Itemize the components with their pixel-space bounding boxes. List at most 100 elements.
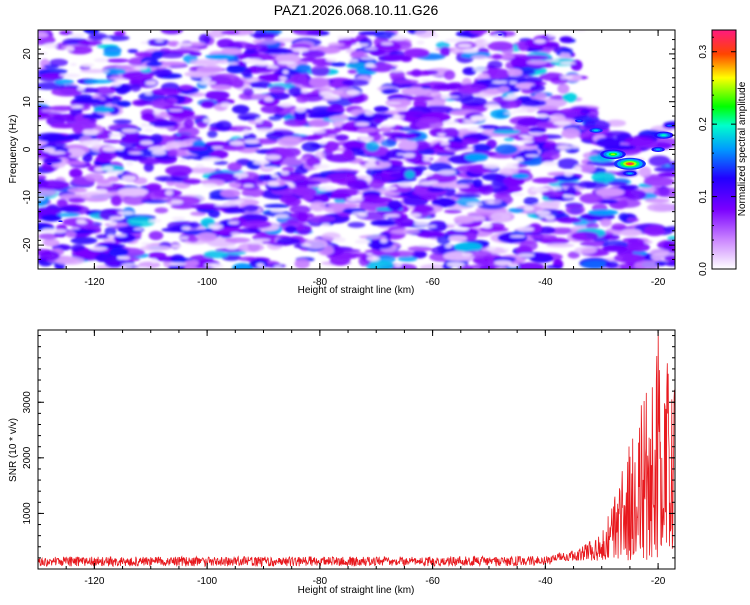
- spectrogram-cell: [80, 69, 110, 74]
- spectrogram-cell: [380, 42, 394, 46]
- spectrogram-hotspot: [613, 157, 646, 170]
- spectrogram-cell: [245, 44, 259, 49]
- spectrogram-cell: [38, 195, 45, 200]
- spectrogram-cell: [398, 182, 414, 188]
- spectrogram-cell: [151, 88, 182, 96]
- spectrogram-cell: [69, 168, 83, 179]
- spectrogram-hotspot: [623, 170, 637, 176]
- spectrogram-cell: [487, 41, 514, 51]
- spectrogram-cell: [564, 171, 573, 177]
- spectrogram-cell: [230, 232, 240, 236]
- spectrogram-cell: [440, 141, 450, 146]
- spectrogram-cell: [393, 79, 419, 84]
- spectrogram-cell: [387, 200, 403, 212]
- spectrogram-cell: [553, 174, 581, 182]
- spectrogram-cell: [70, 120, 97, 130]
- spectrogram-cell: [461, 252, 473, 257]
- spectrogram-cell: [38, 105, 52, 110]
- spectrogram-cell: [443, 209, 462, 214]
- spectrogram-cell: [546, 243, 575, 248]
- spectrogram-cell: [215, 248, 244, 253]
- spectrogram-cell: [278, 173, 307, 182]
- spectrogram-cell: [614, 198, 641, 208]
- spectrogram-cell: [38, 188, 57, 197]
- spectrogram-cell: [444, 184, 470, 189]
- spectrogram-cell: [536, 121, 559, 129]
- snr-background: [38, 330, 675, 569]
- spectrogram-cell: [429, 128, 443, 135]
- spectrogram-cell: [90, 246, 108, 251]
- spectrogram-cell: [354, 93, 369, 103]
- spectrogram-cell: [127, 216, 156, 227]
- spectrogram-cell: [195, 164, 204, 169]
- spectrogram-cell: [106, 170, 123, 175]
- spectrogram-cell: [366, 255, 380, 262]
- spectrogram-cell: [586, 160, 600, 166]
- spectrogram-cell: [334, 134, 349, 141]
- spectrogram-cell: [425, 225, 437, 228]
- spectrogram-cell: [384, 186, 398, 191]
- spectrogram-cell: [446, 222, 463, 226]
- spectrogram-cell: [360, 57, 377, 60]
- spectrogram-cell: [149, 133, 163, 145]
- spectrogram-cell: [516, 226, 535, 232]
- spectrogram-cell: [471, 54, 488, 60]
- spectrogram-cell: [40, 73, 66, 79]
- spectrogram-cell: [102, 139, 122, 144]
- spectrogram-cell: [428, 180, 439, 184]
- spectrogram-cell: [294, 167, 308, 175]
- spectrogram-cell: [397, 140, 418, 151]
- spectrogram-x-axis-label: Height of straight line (km): [298, 285, 415, 296]
- spectrogram-cell: [187, 41, 206, 47]
- spectrogram-x-tick-label: -40: [538, 277, 553, 288]
- spectrogram-cell: [210, 84, 232, 91]
- spectrogram-x-tick-label: -80: [313, 277, 328, 288]
- spectrogram-cell: [445, 244, 452, 249]
- spectrogram-cell: [121, 263, 139, 267]
- spectrogram-cell: [557, 158, 579, 170]
- colorbar-tick-label: 0.3: [698, 44, 709, 58]
- spectrogram-cell: [127, 49, 139, 54]
- spectrogram-cell: [223, 144, 246, 151]
- spectrogram-cell: [440, 94, 451, 100]
- spectrogram-cell: [521, 99, 547, 107]
- spectrogram-cell: [426, 173, 458, 183]
- spectrogram-cell: [457, 43, 472, 48]
- snr-x-tick-label: -100: [197, 576, 217, 587]
- spectrogram-cell: [410, 96, 434, 101]
- spectrogram-cell: [624, 137, 654, 146]
- spectrogram-cell: [170, 199, 184, 205]
- spectrogram-cell: [295, 107, 306, 113]
- spectrogram-cell: [595, 137, 621, 148]
- spectrogram-cell: [364, 162, 377, 167]
- spectrogram-cell: [574, 246, 597, 254]
- figure-title: PAZ1.2026.068.10.11.G26: [274, 2, 439, 18]
- spectrogram-hotspot: [665, 124, 674, 128]
- spectrogram-cell: [579, 164, 596, 173]
- spectrogram-cell: [198, 81, 217, 86]
- spectrogram-cell: [149, 120, 178, 128]
- spectrogram-cell: [324, 141, 340, 152]
- spectrogram-cell: [117, 225, 145, 234]
- spectrogram-cell: [643, 176, 675, 187]
- spectrogram-cell: [93, 106, 114, 113]
- spectrogram-cell: [453, 215, 475, 224]
- spectrogram-cell: [82, 153, 93, 163]
- spectrogram-cell: [41, 214, 62, 222]
- spectrogram-cell: [466, 202, 483, 206]
- spectrogram-cell: [302, 194, 314, 201]
- spectrogram-cell: [154, 207, 169, 214]
- spectrogram-cell: [427, 220, 448, 232]
- spectrogram-cell: [370, 62, 394, 73]
- spectrogram-cell: [157, 177, 188, 183]
- spectrogram-cell: [210, 263, 224, 269]
- spectrogram-cell: [116, 147, 124, 151]
- spectrogram-cell: [530, 187, 549, 193]
- snr-x-tick-label: -120: [84, 576, 104, 587]
- spectrogram-cell: [573, 165, 582, 172]
- spectrogram-cell: [233, 172, 249, 178]
- spectrogram-cell: [211, 146, 224, 149]
- spectrogram-cell: [112, 119, 132, 125]
- spectrogram-cell: [93, 86, 116, 96]
